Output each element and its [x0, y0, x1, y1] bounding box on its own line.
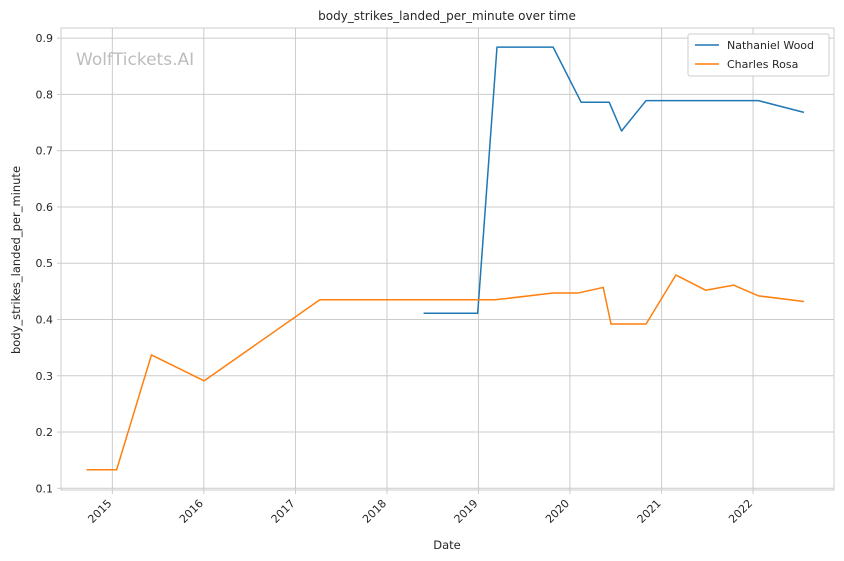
y-tick-label: 0.6 [36, 201, 54, 214]
data-point-charles-rosa [733, 284, 735, 286]
data-point-charles-rosa [705, 289, 707, 291]
data-point-charles-rosa [758, 295, 760, 297]
y-tick-label: 0.2 [36, 426, 54, 439]
data-point-nathaniel-wood [758, 100, 760, 102]
grid-lines [61, 28, 834, 490]
data-point-charles-rosa [675, 274, 677, 276]
legend-box [687, 33, 830, 77]
y-axis: 0.1 0.2 0.3 0.4 0.5 0.6 0.7 0.8 0.9 [36, 32, 61, 495]
watermark: WolfTickets.AI [76, 50, 194, 70]
data-point-charles-rosa [477, 299, 479, 301]
data-point-charles-rosa [203, 380, 205, 382]
plot-area [60, 27, 835, 491]
data-point-charles-rosa [803, 301, 805, 303]
y-tick-label: 0.3 [36, 370, 54, 383]
data-point-nathaniel-wood [621, 130, 623, 132]
data-point-nathaniel-wood [477, 313, 479, 315]
data-point-charles-rosa [610, 323, 612, 325]
data-point-charles-rosa [577, 292, 579, 294]
legend: Nathaniel Wood Charles Rosa [687, 33, 830, 77]
data-point-charles-rosa [319, 299, 321, 301]
y-tick-label: 0.9 [36, 32, 54, 45]
data-point-nathaniel-wood [496, 46, 498, 48]
chart-title: body_strikes_landed_per_minute over time [318, 9, 576, 23]
data-point-nathaniel-wood [608, 101, 610, 103]
data-point-charles-rosa [494, 299, 496, 301]
data-point-charles-rosa [86, 469, 88, 471]
data-point-charles-rosa [602, 287, 604, 289]
data-point-charles-rosa [151, 354, 153, 356]
data-point-nathaniel-wood [645, 100, 647, 102]
data-point-nathaniel-wood [803, 112, 805, 114]
data-point-nathaniel-wood [552, 46, 554, 48]
y-tick-label: 0.8 [36, 88, 54, 101]
data-point-nathaniel-wood [580, 101, 582, 103]
series-line-nathaniel-wood [423, 46, 805, 315]
data-point-charles-rosa [645, 323, 647, 325]
legend-label-nathaniel-wood: Nathaniel Wood [727, 39, 814, 52]
series-line-charles-rosa [86, 274, 805, 471]
x-axis-title: Date [433, 538, 461, 552]
y-tick-label: 0.1 [36, 482, 54, 495]
data-point-charles-rosa [552, 292, 554, 294]
series-layer [86, 46, 805, 471]
data-point-nathaniel-wood [680, 100, 682, 102]
y-tick-label: 0.7 [36, 145, 54, 158]
y-tick-label: 0.5 [36, 257, 54, 270]
y-tick-label: 0.4 [36, 313, 54, 326]
legend-label-charles-rosa: Charles Rosa [727, 58, 798, 71]
y-axis-title: body_strikes_landed_per_minute [9, 166, 23, 354]
data-point-charles-rosa [116, 469, 118, 471]
data-point-nathaniel-wood [423, 313, 425, 315]
